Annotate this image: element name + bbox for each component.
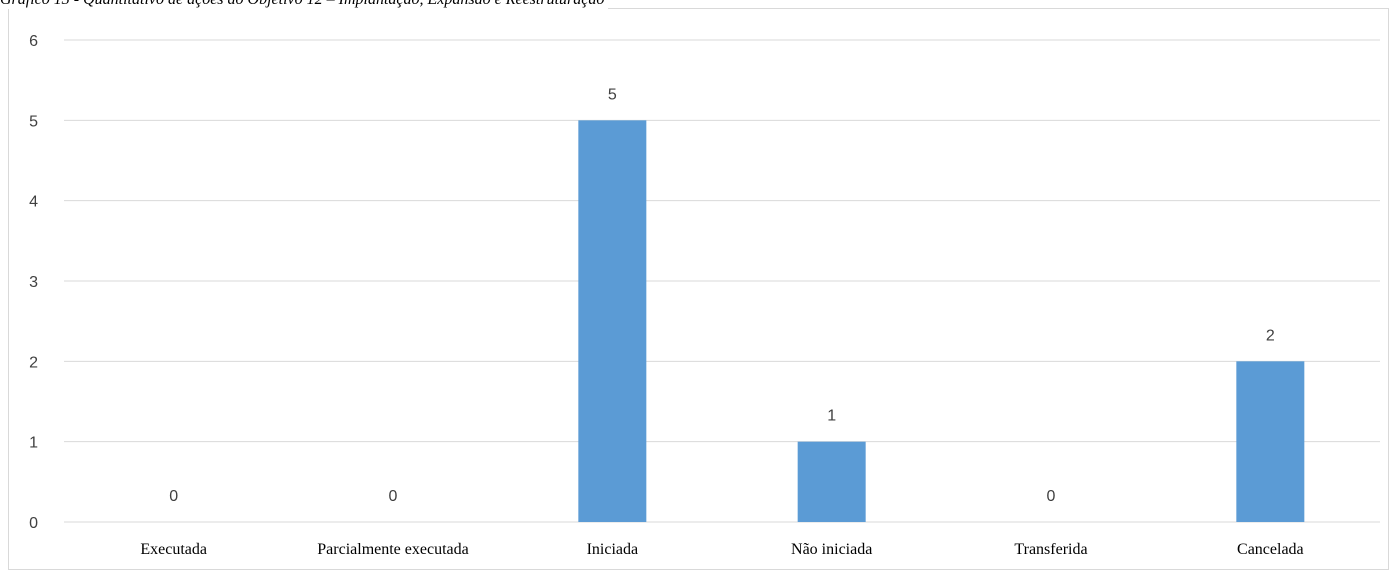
y-tick-label: 2: [29, 354, 38, 371]
y-tick-label: 6: [29, 33, 38, 50]
x-tick-label: Não iniciada: [791, 541, 872, 558]
x-tick-label: Executada: [140, 541, 207, 558]
x-tick-label: Cancelada: [1237, 541, 1304, 558]
data-label: 2: [1266, 327, 1275, 344]
chart-title: Gráfico 13 - Quantitativo de ações do Ob…: [0, 0, 609, 9]
data-label: 0: [1047, 488, 1056, 505]
y-tick-label: 0: [29, 515, 38, 532]
x-tick-label: Parcialmente executada: [317, 541, 468, 558]
bars: [578, 120, 1305, 522]
gridlines: [64, 39, 1380, 523]
chart-frame: [8, 8, 1389, 570]
y-tick-label: 1: [29, 435, 38, 452]
data-label: 1: [827, 408, 836, 425]
y-tick-label: 3: [29, 274, 38, 291]
x-axis: Executada Parcialmente executada Iniciada N…: [140, 541, 1303, 558]
x-tick-label: Transferida: [1014, 541, 1087, 558]
x-tick-label: Iniciada: [587, 541, 639, 558]
data-label: 0: [389, 488, 398, 505]
data-label: 5: [608, 86, 617, 103]
y-tick-label: 4: [29, 194, 38, 211]
bar: [797, 441, 866, 522]
bar: [578, 120, 647, 522]
y-axis: 0 1 2 3 4 5 6: [29, 33, 38, 532]
y-tick-label: 5: [29, 113, 38, 130]
bar: [1236, 361, 1305, 522]
data-label: 0: [169, 488, 178, 505]
